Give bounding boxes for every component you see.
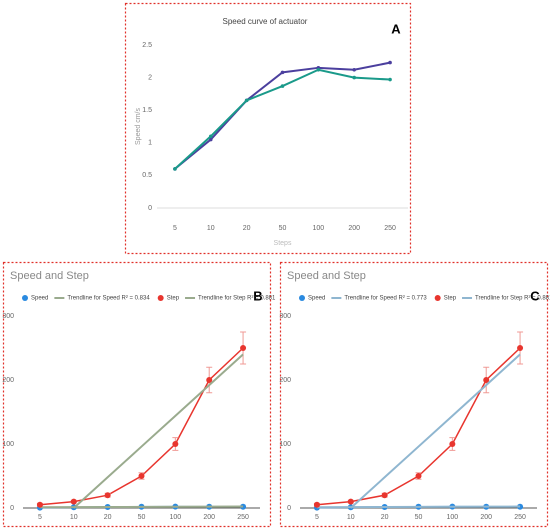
legend-label: Trendline for Speed R² = 0.834 [67,296,150,302]
point [70,498,77,505]
x-tick-label: 20 [243,225,251,232]
x-tick-label: 100 [313,225,325,232]
trendline [39,505,244,509]
x-tick-label: 20 [381,514,389,521]
panel-border [2,261,272,528]
y-tick-label: 2 [148,74,152,81]
x-tick-label: 20 [104,514,112,521]
point [388,77,392,82]
point [240,345,247,351]
point [316,67,321,72]
panel-label: A [391,21,401,36]
legend-label: Step [167,296,180,302]
chart-title: Speed curve of actuator [223,17,308,26]
point [347,498,354,505]
x-tick-label: 5 [38,514,42,521]
trendline [316,505,521,509]
point [104,492,111,499]
point [206,377,213,383]
point [138,473,145,479]
series-line [39,347,244,506]
panel-label: B [253,288,262,303]
legend-marker [434,295,441,301]
y-tick-label: 100 [2,441,14,448]
legend-label: Trendline for Step R² = 0.881 [198,296,276,302]
point [483,377,490,383]
y-tick-label: 0.5 [142,172,152,179]
y-tick-label: 0 [287,505,291,512]
point [244,98,249,103]
x-tick-label: 250 [384,225,396,232]
panel-label: C [530,288,540,303]
point [208,137,213,142]
x-tick-label: 200 [480,514,492,521]
legend-label: Trendline for Speed R² = 0.773 [344,296,427,302]
x-tick-label: 200 [203,514,215,521]
x-tick-label: 10 [207,225,215,232]
legend-label: Trendline for Step R² = 0.881 [475,296,550,302]
legend-marker [157,295,164,301]
point [517,345,524,351]
legend-label: Speed [308,296,325,302]
panel-border [279,261,549,528]
x-tick-label: 10 [347,514,355,521]
x-tick-label: 50 [279,225,287,232]
chart-title: Speed and Step [287,270,366,282]
legend-marker [299,295,305,301]
y-tick-label: 1 [148,140,152,147]
y-tick-label: 200 [2,377,14,384]
series-line [316,347,521,506]
point [280,84,285,88]
x-tick-label: 5 [315,514,319,521]
point [36,501,43,508]
legend-marker [22,295,28,301]
trendline [73,353,244,509]
x-tick-label: 250 [514,514,526,521]
chart-title: Speed and Step [10,270,89,282]
point [313,501,320,508]
x-tick-label: 50 [415,514,423,521]
y-axis-label: Speed cm/s [135,108,142,145]
legend-label: Speed [31,296,48,302]
panel-border [124,2,412,255]
point [352,67,357,72]
x-tick-label: 10 [70,514,78,521]
point [449,441,456,447]
point [208,134,213,139]
y-tick-label: 1.5 [142,107,152,114]
x-axis-label: Steps [274,240,292,247]
y-tick-label: 300 [2,313,14,320]
y-tick-label: 200 [279,377,291,384]
x-tick-label: 5 [173,225,177,232]
x-tick-label: 200 [348,225,360,232]
point [172,441,179,447]
x-tick-label: 100 [447,514,459,521]
y-tick-label: 2.5 [142,42,152,49]
point [388,60,392,65]
point [415,473,422,479]
x-tick-label: 50 [138,514,146,521]
point [381,492,388,499]
y-tick-label: 100 [279,441,291,448]
point [280,70,285,75]
trendline [350,353,521,509]
y-tick-label: 300 [279,313,291,320]
legend-label: Step [444,296,457,302]
point [352,75,357,80]
y-tick-label: 0 [148,205,152,212]
y-tick-label: 0 [10,505,14,512]
point [173,167,177,171]
x-tick-label: 250 [237,514,249,521]
x-tick-label: 100 [170,514,182,521]
